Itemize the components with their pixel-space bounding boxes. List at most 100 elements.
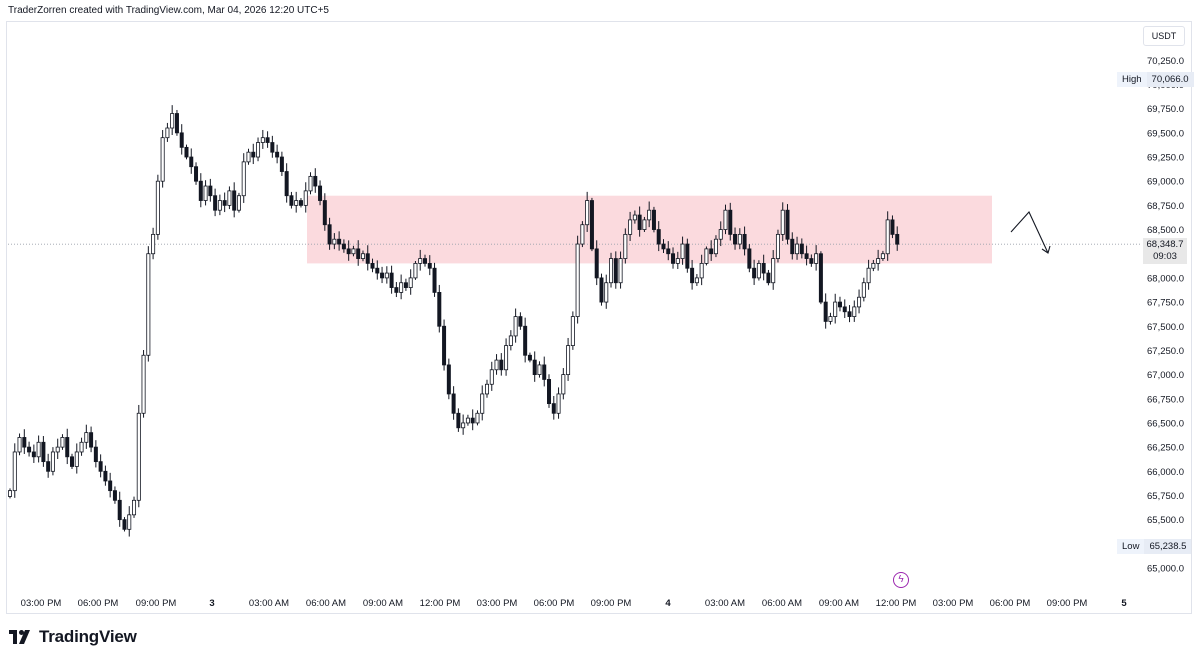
candle-body — [98, 461, 103, 472]
candle-body — [165, 127, 170, 139]
candle-body — [279, 156, 284, 172]
y-tick-label: 65,750.0 — [1147, 491, 1184, 502]
candle-body — [7, 490, 12, 497]
projection-arrowhead — [1041, 245, 1051, 254]
candle-body — [394, 287, 399, 293]
candle-body — [566, 345, 571, 375]
candle-body — [227, 190, 232, 206]
tradingview-logo[interactable]: TradingView — [9, 627, 137, 647]
x-tick-label: 03:00 PM — [21, 598, 62, 609]
candle-body — [356, 248, 361, 259]
candle-body — [41, 441, 46, 463]
x-tick-label: 3 — [209, 598, 214, 609]
candle-body — [260, 137, 265, 143]
candle-body — [70, 456, 75, 467]
candle-body — [818, 253, 823, 303]
candle-body — [599, 277, 604, 303]
x-tick-label: 03:00 PM — [477, 598, 518, 609]
x-tick-label: 09:00 PM — [1047, 598, 1088, 609]
candle-body — [609, 258, 614, 284]
candle-body — [518, 316, 523, 327]
candle-body — [847, 311, 852, 317]
candle-body — [122, 519, 127, 530]
candle-body — [499, 359, 504, 371]
candle-body — [422, 258, 427, 264]
candle-body — [647, 209, 652, 221]
chart-pane[interactable] — [6, 21, 1192, 614]
x-tick-label: 06:00 PM — [990, 598, 1031, 609]
candle-body — [318, 185, 323, 201]
candle-body — [189, 156, 194, 168]
candle-body — [341, 243, 346, 250]
brand-name: TradingView — [39, 627, 137, 646]
y-tick-label: 67,250.0 — [1147, 346, 1184, 357]
candle-body — [508, 335, 513, 346]
candle-body — [542, 364, 547, 380]
candle-body — [375, 267, 380, 274]
candle-body — [194, 166, 199, 182]
candle-body — [213, 195, 218, 211]
candle-body — [775, 233, 780, 259]
y-tick-label: 70,250.0 — [1147, 56, 1184, 67]
x-tick-label: 06:00 PM — [78, 598, 119, 609]
y-tick-label: 67,750.0 — [1147, 298, 1184, 309]
candle-body — [480, 393, 485, 414]
candle-body — [289, 195, 294, 206]
candle-body — [594, 248, 599, 279]
candle-body — [322, 200, 327, 226]
candle-body — [399, 282, 404, 293]
candle-body — [895, 233, 900, 245]
candle-body — [785, 209, 790, 240]
candle-body — [756, 262, 761, 279]
candle-body — [461, 422, 466, 429]
x-tick-label: 12:00 PM — [420, 598, 461, 609]
candle-body — [256, 142, 261, 158]
candle-body — [828, 316, 833, 322]
candle-body — [337, 238, 342, 245]
x-tick-label: 03:00 AM — [705, 598, 745, 609]
candle-body — [656, 229, 661, 245]
currency-selector[interactable]: USDT — [1143, 26, 1185, 46]
candle-body — [174, 113, 179, 134]
lightning-icon[interactable]: ϟ — [893, 572, 909, 588]
candle-body — [713, 238, 718, 255]
candle-body — [217, 200, 222, 211]
high-value: 70,066.0 — [1146, 72, 1194, 87]
candle-body — [465, 417, 470, 424]
candle-body — [484, 383, 489, 395]
candle-body — [475, 412, 480, 424]
candle-body — [389, 272, 394, 288]
candle-body — [737, 233, 742, 245]
candle-body — [680, 243, 685, 259]
candle-body — [814, 253, 819, 264]
candle-body — [671, 253, 676, 264]
candle-body — [718, 229, 723, 240]
candle-body — [837, 301, 842, 308]
candle-body — [570, 316, 575, 346]
candle-body — [527, 354, 532, 361]
x-tick-label: 4 — [665, 598, 671, 609]
candle-body — [761, 262, 766, 274]
chart-header: TraderZorren created with TradingView.co… — [8, 5, 329, 16]
candle-body — [842, 306, 847, 313]
candle-body — [50, 451, 55, 472]
candle-body — [456, 412, 461, 429]
candle-body — [809, 258, 814, 264]
low-marker: Low 65,238.5 — [1117, 539, 1192, 554]
candle-body — [208, 185, 213, 197]
high-marker: High 70,066.0 — [1117, 72, 1194, 87]
candle-body — [27, 446, 32, 453]
candle-body — [752, 267, 757, 279]
candle-body — [160, 137, 165, 182]
candle-body — [418, 258, 423, 264]
candle-body — [637, 214, 642, 230]
candle-body — [413, 262, 418, 279]
candle-body — [742, 233, 747, 250]
candle-body — [84, 432, 89, 443]
candle-body — [284, 171, 289, 197]
candle-body — [747, 248, 752, 269]
candle-body — [327, 224, 332, 245]
candle-body — [31, 451, 36, 458]
candle-body — [236, 195, 241, 211]
